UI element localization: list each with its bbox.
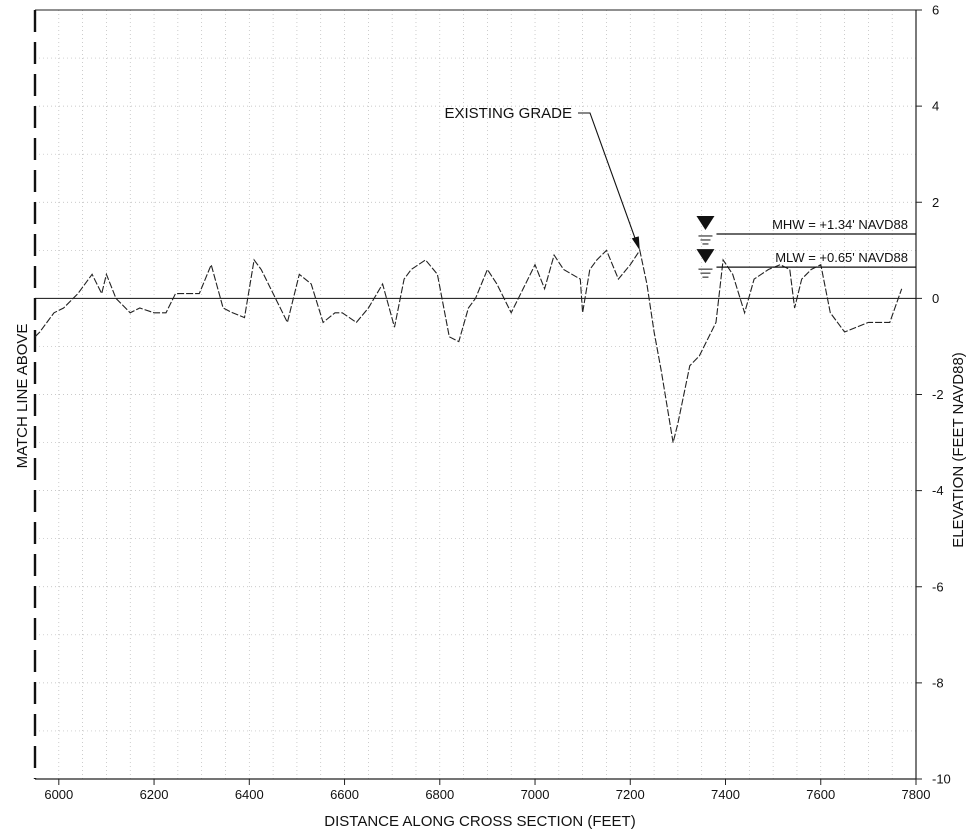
annotations: EXISTING GRADE MHW = +1.34' NAVD88 MLW = +… bbox=[444, 105, 916, 278]
x-tick-label: 7000 bbox=[521, 787, 550, 802]
axes: 6000 6200 6400 6600 6800 7000 7200 7400 7600 7800… bbox=[33, 3, 951, 802]
y-tick-label: -10 bbox=[932, 772, 951, 787]
mlw-label: MLW = +0.65' NAVD88 bbox=[775, 250, 908, 265]
y-tick-label: -2 bbox=[932, 387, 944, 402]
x-tick-label: 6400 bbox=[235, 787, 264, 802]
series-layer bbox=[34, 248, 903, 443]
x-tick-label: 7800 bbox=[902, 787, 931, 802]
mhw-triangle-icon bbox=[696, 215, 715, 230]
x-tick-label: 7600 bbox=[806, 787, 835, 802]
grid bbox=[35, 9, 917, 780]
y-axis-label: ELEVATION (FEET NAVD88) bbox=[950, 352, 967, 548]
mhw-label: MHW = +1.34' NAVD88 bbox=[772, 217, 908, 232]
y-tick-label: 0 bbox=[932, 291, 939, 306]
y-tick-label: 2 bbox=[932, 195, 939, 210]
y-tick-label: -8 bbox=[932, 675, 944, 690]
existing-grade-line bbox=[34, 248, 903, 443]
x-tick-label: 7200 bbox=[616, 787, 645, 802]
match-line-label: MATCH LINE ABOVE bbox=[14, 324, 31, 469]
existing-grade-label: EXISTING GRADE bbox=[444, 105, 572, 122]
x-tick-label: 6200 bbox=[140, 787, 169, 802]
mlw-triangle-icon bbox=[696, 249, 715, 264]
x-tick-label: 6800 bbox=[425, 787, 454, 802]
y-tick-label: 6 bbox=[932, 3, 939, 18]
x-axis-label: DISTANCE ALONG CROSS SECTION (FEET) bbox=[324, 813, 635, 830]
x-tick-label: 6600 bbox=[330, 787, 359, 802]
x-tick-label: 7400 bbox=[711, 787, 740, 802]
y-tick-label: -4 bbox=[932, 483, 944, 498]
existing-grade-arrowhead bbox=[631, 236, 640, 251]
existing-grade-leader bbox=[578, 112, 637, 241]
y-tick-label: -6 bbox=[932, 579, 944, 594]
y-tick-label: 4 bbox=[932, 99, 939, 114]
x-tick-label: 6000 bbox=[44, 787, 73, 802]
